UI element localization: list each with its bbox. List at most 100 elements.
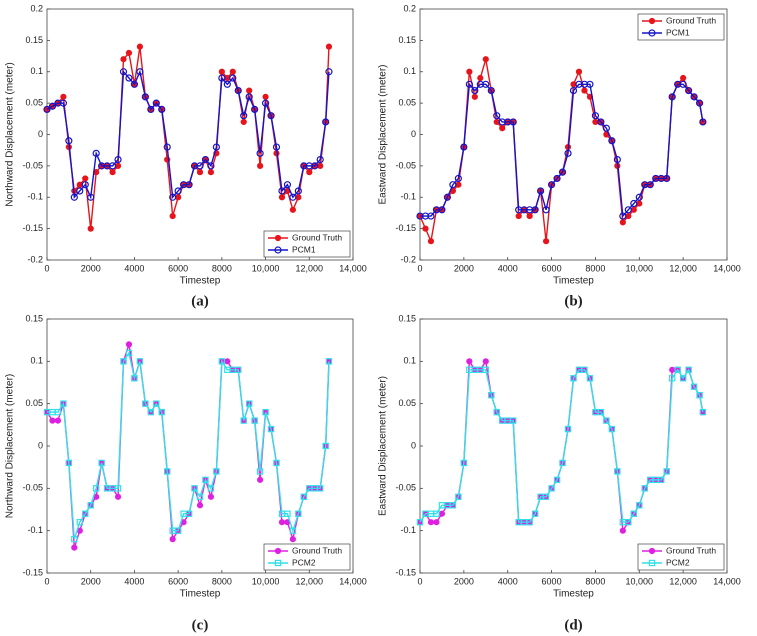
marker bbox=[699, 408, 707, 416]
marker bbox=[82, 510, 89, 517]
marker bbox=[553, 476, 561, 484]
marker bbox=[658, 476, 665, 484]
marker bbox=[207, 485, 215, 492]
x-tick-label: 2000 bbox=[81, 263, 101, 273]
marker bbox=[185, 181, 193, 189]
marker bbox=[526, 518, 533, 526]
x-tick-label: 10,000 bbox=[626, 576, 654, 586]
y-tick-label: 0 bbox=[411, 440, 416, 450]
marker bbox=[542, 238, 550, 245]
marker bbox=[273, 459, 280, 467]
marker bbox=[283, 181, 292, 189]
marker bbox=[460, 459, 468, 467]
y-tick-label: 0.05 bbox=[398, 98, 416, 108]
x-tick-label: 0 bbox=[44, 576, 49, 586]
x-tick-label: 10,000 bbox=[626, 263, 654, 273]
y-tick-label: -0.2 bbox=[400, 254, 416, 264]
x-tick-label: 14,000 bbox=[339, 576, 367, 586]
marker bbox=[630, 199, 638, 208]
marker bbox=[267, 112, 275, 120]
marker bbox=[240, 417, 247, 424]
marker bbox=[274, 246, 282, 254]
series-line bbox=[419, 368, 704, 523]
marker bbox=[71, 544, 78, 551]
marker bbox=[325, 43, 333, 50]
marker bbox=[322, 118, 330, 126]
y-tick-label: -0.2 bbox=[27, 254, 43, 264]
marker bbox=[81, 181, 89, 189]
marker bbox=[311, 162, 319, 170]
marker bbox=[114, 156, 122, 164]
legend-label: PCM1 bbox=[292, 244, 316, 254]
marker bbox=[278, 187, 286, 195]
marker bbox=[218, 74, 226, 82]
caption: (b) bbox=[564, 293, 582, 309]
marker bbox=[48, 102, 57, 110]
marker bbox=[630, 206, 637, 213]
marker bbox=[427, 212, 435, 220]
marker bbox=[207, 162, 215, 170]
marker bbox=[471, 86, 479, 95]
marker bbox=[114, 485, 122, 492]
y-tick-label: 0.15 bbox=[25, 313, 43, 323]
panel: 0 2000 4000 6000 8000 10,000 12,000 14,000 -0.2 -… bbox=[378, 3, 741, 309]
marker bbox=[696, 392, 703, 399]
y-tick-label: 0.2 bbox=[403, 3, 416, 13]
marker bbox=[256, 149, 264, 157]
marker bbox=[619, 527, 626, 534]
marker bbox=[553, 174, 561, 183]
x-tick-label: 4000 bbox=[498, 263, 518, 273]
legend: Ground Truth PCM2 bbox=[637, 543, 725, 571]
marker bbox=[152, 99, 160, 107]
marker bbox=[680, 74, 687, 82]
marker bbox=[422, 225, 429, 232]
marker bbox=[488, 392, 495, 399]
y-tick-label: 0.1 bbox=[30, 66, 43, 76]
marker bbox=[120, 56, 127, 63]
marker bbox=[257, 476, 264, 483]
marker bbox=[108, 162, 117, 170]
marker bbox=[581, 366, 588, 374]
y-tick-label: -0.05 bbox=[395, 160, 416, 170]
marker bbox=[274, 547, 282, 555]
marker bbox=[641, 485, 648, 492]
marker bbox=[564, 149, 572, 157]
legend-box bbox=[637, 543, 725, 571]
marker bbox=[169, 212, 176, 220]
marker bbox=[284, 510, 291, 517]
marker bbox=[427, 519, 435, 526]
legend-label: Ground Truth bbox=[666, 15, 716, 25]
marker bbox=[262, 408, 269, 416]
marker bbox=[300, 493, 308, 501]
panel: 0 2000 4000 6000 8000 10,000 12,000 14,000 -0.15… bbox=[378, 313, 741, 633]
y-axis-label: Eastward Displacement (meter) bbox=[378, 376, 389, 516]
marker bbox=[71, 535, 78, 543]
x-tick-label: 8000 bbox=[585, 576, 605, 586]
marker bbox=[597, 118, 605, 126]
marker bbox=[685, 86, 693, 95]
marker bbox=[92, 485, 100, 492]
y-tick-label: -0.15 bbox=[395, 567, 416, 577]
x-axis-label: Timestep bbox=[180, 589, 221, 600]
marker bbox=[257, 162, 264, 169]
marker bbox=[60, 400, 67, 407]
marker bbox=[433, 510, 440, 517]
marker bbox=[531, 206, 539, 214]
marker bbox=[608, 137, 616, 145]
x-tick-label: 8000 bbox=[212, 263, 232, 273]
marker bbox=[251, 105, 259, 114]
y-tick-label: -0.05 bbox=[395, 483, 416, 493]
y-tick-label: 0.2 bbox=[30, 3, 43, 13]
marker bbox=[169, 536, 176, 543]
marker bbox=[570, 81, 577, 88]
marker bbox=[685, 366, 692, 374]
marker bbox=[245, 400, 253, 407]
marker bbox=[131, 375, 138, 382]
marker bbox=[196, 169, 204, 176]
marker bbox=[663, 174, 671, 183]
marker bbox=[558, 168, 567, 176]
panel: 0 2000 4000 6000 8000 10,000 12,000 14,000 -0.2 -… bbox=[5, 3, 367, 309]
marker bbox=[674, 366, 681, 374]
marker bbox=[679, 375, 687, 382]
